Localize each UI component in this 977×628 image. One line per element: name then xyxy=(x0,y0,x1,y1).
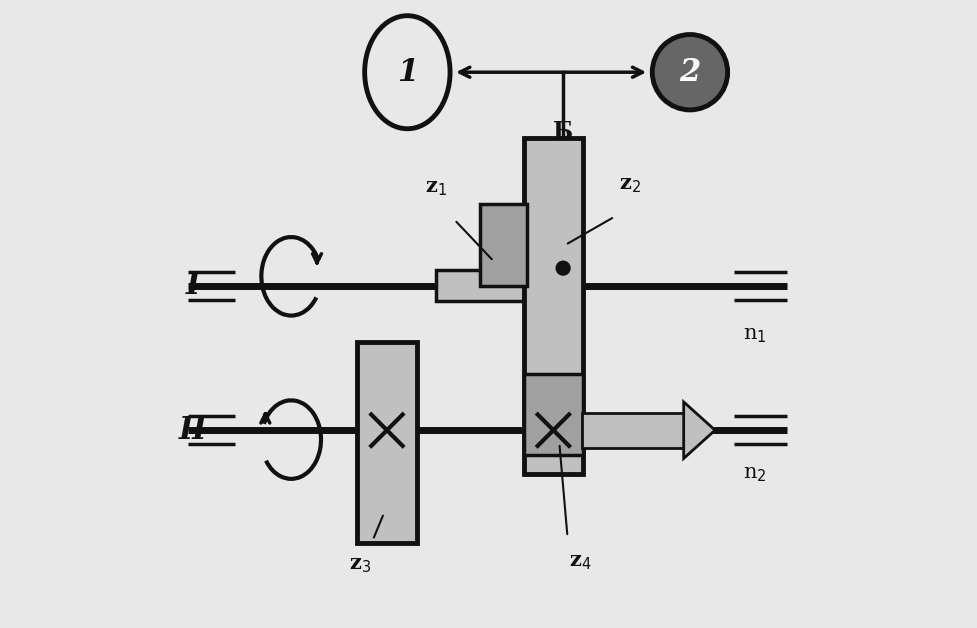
Text: z$_1$: z$_1$ xyxy=(424,178,446,198)
Bar xyxy=(479,204,527,286)
Bar xyxy=(523,138,582,474)
Polygon shape xyxy=(683,402,714,458)
Text: II: II xyxy=(178,414,206,446)
Text: z$_4$: z$_4$ xyxy=(569,552,591,572)
Circle shape xyxy=(556,261,570,275)
Bar xyxy=(581,413,683,448)
Text: 1: 1 xyxy=(397,57,417,88)
Text: I: I xyxy=(186,270,199,301)
Text: n$_1$: n$_1$ xyxy=(743,327,766,345)
Ellipse shape xyxy=(364,16,449,129)
Circle shape xyxy=(652,35,727,110)
Bar xyxy=(435,270,523,301)
Text: Б: Б xyxy=(552,120,573,144)
Text: 2: 2 xyxy=(679,57,700,88)
Text: z$_3$: z$_3$ xyxy=(349,555,371,575)
Bar xyxy=(523,374,582,455)
Text: z$_2$: z$_2$ xyxy=(618,175,641,195)
Bar xyxy=(357,342,416,543)
Text: n$_2$: n$_2$ xyxy=(743,465,766,484)
